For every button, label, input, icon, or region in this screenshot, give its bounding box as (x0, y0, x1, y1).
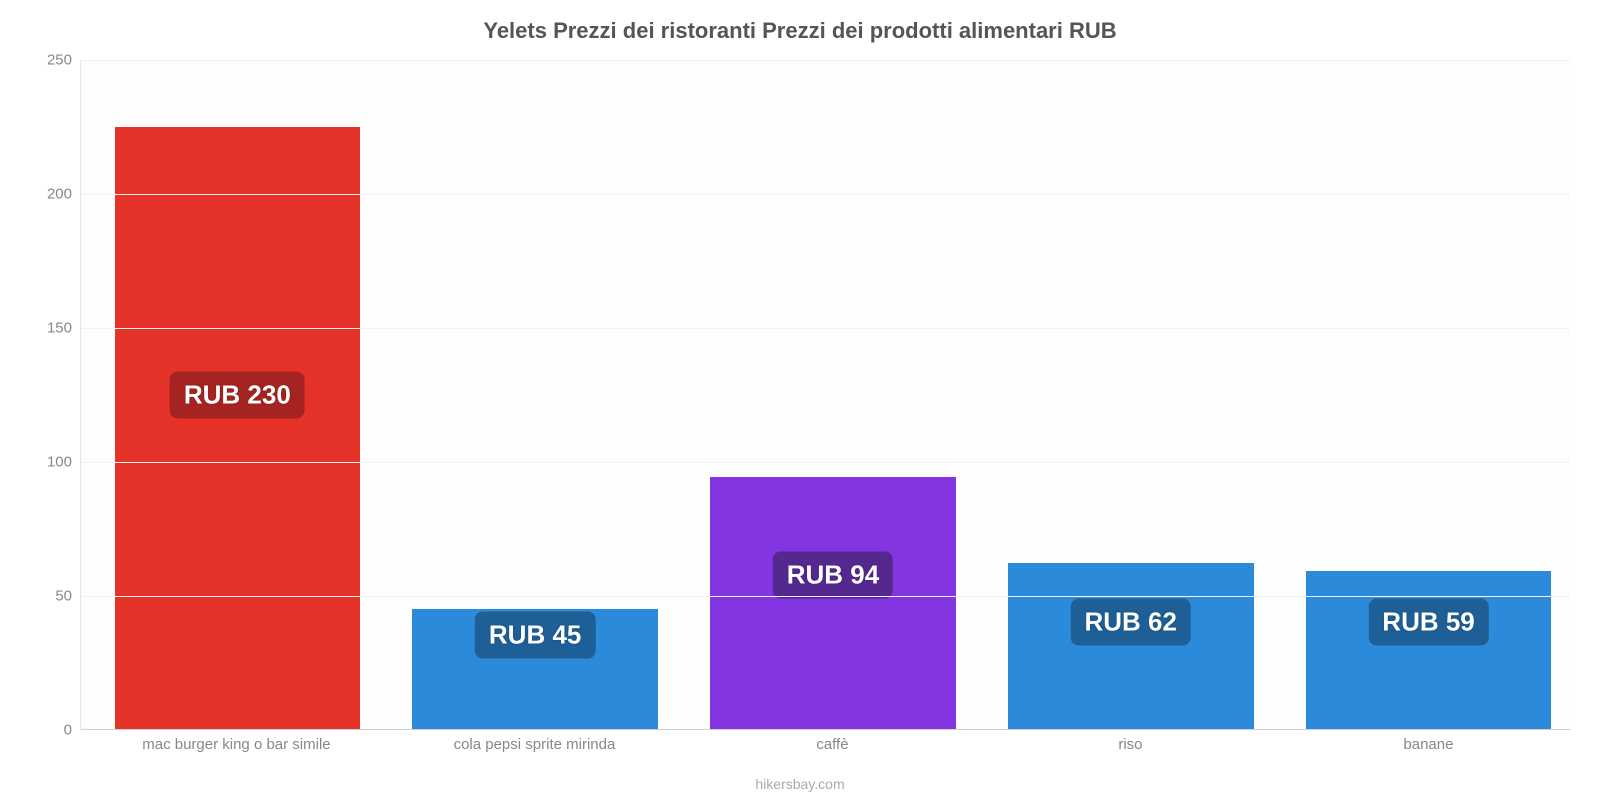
gridline (81, 60, 1570, 61)
bar (1306, 571, 1552, 729)
plot-area: RUB 230 RUB 45 RUB 94 RUB 62 RUB 59 (80, 60, 1570, 730)
bars-container: RUB 230 RUB 45 RUB 94 RUB 62 RUB 59 (81, 60, 1570, 729)
bar-value-label: RUB 230 (170, 371, 305, 418)
xtick-label: caffè (816, 736, 848, 753)
gridline (81, 596, 1570, 597)
xtick-label: cola pepsi sprite mirinda (454, 736, 616, 753)
gridline (81, 462, 1570, 463)
credit-text: hikersbay.com (0, 776, 1600, 792)
bar-value-label: RUB 45 (475, 612, 595, 659)
ytick-label: 0 (64, 722, 72, 739)
ytick-label: 250 (47, 52, 72, 69)
bar (115, 127, 361, 729)
bar (1008, 563, 1254, 729)
xtick-label: mac burger king o bar simile (142, 736, 330, 753)
gridline (81, 194, 1570, 195)
bar (710, 477, 956, 729)
ytick-label: 100 (47, 454, 72, 471)
ytick-label: 200 (47, 186, 72, 203)
bar-value-label: RUB 94 (773, 552, 893, 599)
ytick-label: 150 (47, 320, 72, 337)
ytick-label: 50 (55, 588, 72, 605)
gridline (81, 328, 1570, 329)
chart-title: Yelets Prezzi dei ristoranti Prezzi dei … (0, 18, 1600, 44)
xtick-label: riso (1118, 736, 1142, 753)
bar-value-label: RUB 59 (1368, 598, 1488, 645)
xtick-label: banane (1403, 736, 1453, 753)
bar-value-label: RUB 62 (1070, 598, 1190, 645)
